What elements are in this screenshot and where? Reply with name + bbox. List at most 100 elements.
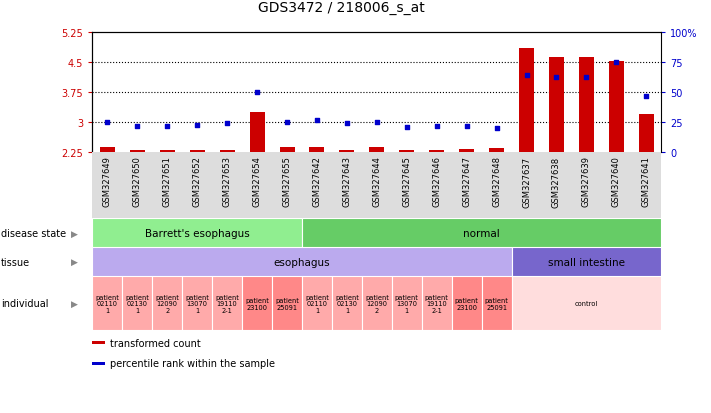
Bar [272, 277, 302, 330]
Text: ▶: ▶ [71, 258, 78, 267]
Text: patient
02110
1: patient 02110 1 [305, 294, 329, 313]
Text: patient
23100: patient 23100 [455, 297, 479, 310]
Text: tissue: tissue [1, 257, 30, 267]
Bar [511, 277, 661, 330]
Text: ▶: ▶ [71, 299, 78, 308]
Point [371, 120, 383, 126]
Text: patient
19110
2-1: patient 19110 2-1 [424, 294, 449, 313]
Bar [92, 248, 511, 277]
Text: GSM327640: GSM327640 [612, 156, 621, 207]
Text: patient
02110
1: patient 02110 1 [95, 294, 119, 313]
Text: small intestine: small intestine [548, 257, 625, 267]
Point [311, 117, 323, 124]
Bar [92, 219, 302, 248]
Bar [190, 151, 205, 153]
Point [282, 120, 293, 126]
Bar [519, 49, 534, 153]
Bar [92, 342, 105, 344]
Bar [451, 277, 481, 330]
Text: GSM327649: GSM327649 [103, 156, 112, 207]
Text: GSM327645: GSM327645 [402, 156, 411, 207]
Bar [609, 62, 624, 153]
Point [521, 73, 533, 79]
Bar [429, 151, 444, 153]
Point [221, 121, 232, 127]
Point [341, 121, 353, 127]
Point [132, 123, 143, 130]
Bar [100, 147, 115, 153]
Text: GSM327653: GSM327653 [223, 156, 232, 207]
Point [491, 126, 502, 132]
Bar [152, 277, 182, 330]
Text: GDS3472 / 218006_s_at: GDS3472 / 218006_s_at [258, 1, 424, 15]
Text: GSM327646: GSM327646 [432, 156, 442, 207]
Point [401, 124, 412, 131]
Bar [459, 150, 474, 153]
Bar [369, 148, 385, 153]
Bar [182, 277, 212, 330]
Text: Barrett's esophagus: Barrett's esophagus [145, 228, 250, 238]
Text: patient
12090
2: patient 12090 2 [155, 294, 179, 313]
Bar [250, 113, 264, 153]
Text: transformed count: transformed count [110, 338, 201, 348]
Text: GSM327637: GSM327637 [522, 156, 531, 207]
Bar [422, 277, 451, 330]
Bar [160, 150, 175, 153]
Text: GSM327643: GSM327643 [343, 156, 351, 207]
Text: disease state: disease state [1, 228, 66, 238]
Bar [332, 277, 362, 330]
Bar [511, 248, 661, 277]
Bar [400, 150, 415, 153]
Bar [122, 277, 152, 330]
Text: patient
25091: patient 25091 [275, 297, 299, 310]
Text: patient
25091: patient 25091 [485, 297, 508, 310]
Bar [302, 219, 661, 248]
Point [611, 59, 622, 66]
Text: GSM327639: GSM327639 [582, 156, 591, 207]
Text: GSM327652: GSM327652 [193, 156, 202, 207]
Point [461, 123, 472, 130]
Text: ▶: ▶ [71, 229, 78, 238]
Point [431, 123, 442, 130]
Bar [220, 150, 235, 153]
Bar [302, 277, 332, 330]
Text: patient
02130
1: patient 02130 1 [125, 294, 149, 313]
Text: esophagus: esophagus [274, 257, 331, 267]
Text: control: control [574, 301, 598, 306]
Text: percentile rank within the sample: percentile rank within the sample [110, 358, 275, 368]
Point [641, 93, 652, 100]
Point [161, 123, 173, 130]
Text: GSM327642: GSM327642 [312, 156, 321, 207]
Text: GSM327648: GSM327648 [492, 156, 501, 207]
Text: GSM327638: GSM327638 [552, 156, 561, 207]
Text: patient
23100: patient 23100 [245, 297, 269, 310]
Text: GSM327655: GSM327655 [282, 156, 292, 207]
Text: GSM327641: GSM327641 [642, 156, 651, 207]
Text: patient
13070
1: patient 13070 1 [186, 294, 209, 313]
Bar [489, 148, 504, 153]
Bar [549, 58, 564, 153]
Bar [279, 148, 294, 153]
Text: patient
19110
2-1: patient 19110 2-1 [215, 294, 239, 313]
Bar [92, 362, 105, 365]
Bar [339, 151, 354, 153]
Text: GSM327647: GSM327647 [462, 156, 471, 207]
Bar [362, 277, 392, 330]
Point [252, 90, 263, 96]
Bar [579, 58, 594, 153]
Point [581, 74, 592, 81]
Bar [130, 151, 145, 153]
Text: GSM327651: GSM327651 [163, 156, 172, 207]
Text: individual: individual [1, 299, 48, 309]
Text: GSM327644: GSM327644 [373, 156, 381, 207]
Bar [92, 277, 122, 330]
Bar [481, 277, 511, 330]
Text: patient
02130
1: patient 02130 1 [335, 294, 359, 313]
Text: GSM327650: GSM327650 [133, 156, 141, 207]
Text: patient
12090
2: patient 12090 2 [365, 294, 389, 313]
Bar [212, 277, 242, 330]
Point [551, 74, 562, 81]
Point [191, 122, 203, 128]
Bar [242, 277, 272, 330]
Text: normal: normal [464, 228, 500, 238]
